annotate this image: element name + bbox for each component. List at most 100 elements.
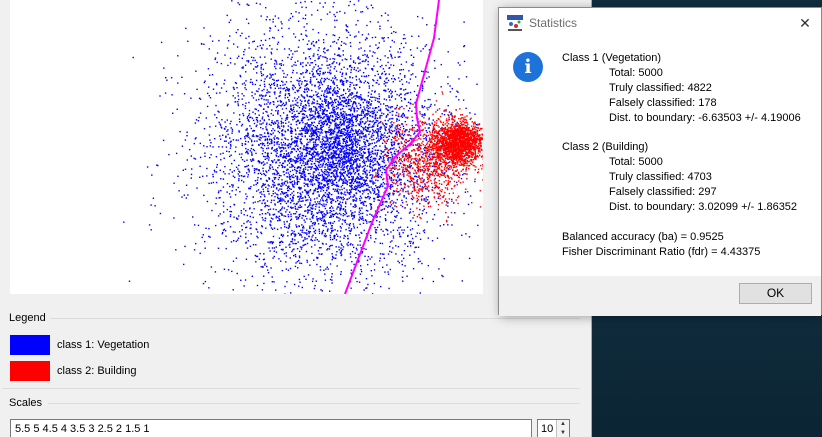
scatter-point <box>184 245 186 248</box>
scatter-point <box>389 148 392 151</box>
scatter-point <box>373 190 376 192</box>
scatter-point <box>209 97 212 99</box>
scatter-point <box>383 165 386 168</box>
scatter-point <box>345 81 348 83</box>
scatter-point <box>317 151 319 153</box>
scatter-point <box>271 140 273 142</box>
scatter-point <box>417 135 420 137</box>
scatter-point <box>244 143 247 145</box>
scatter-point <box>297 20 300 22</box>
scatter-point <box>327 161 329 164</box>
scatter-point <box>342 169 344 171</box>
scatter-point <box>333 82 335 84</box>
scatter-point <box>399 135 401 137</box>
scatter-point <box>386 108 388 111</box>
scatter-point <box>364 152 367 154</box>
scatter-point <box>280 197 282 199</box>
scatter-point <box>261 75 263 77</box>
scatter-point <box>273 63 276 65</box>
scatter-point <box>288 223 291 225</box>
scatter-point <box>359 199 361 202</box>
scatter-point <box>383 113 385 115</box>
scatter-point <box>335 200 337 203</box>
scatter-point <box>392 164 394 166</box>
scatter-point <box>364 181 366 183</box>
scatter-point <box>228 151 230 153</box>
scatter-point <box>311 239 314 242</box>
scatter-point <box>232 231 235 233</box>
scatter-point <box>346 30 348 32</box>
scatter-point <box>299 130 301 132</box>
scatter-point <box>353 162 355 164</box>
scatter-point <box>325 102 327 104</box>
scatter-point <box>447 224 449 226</box>
scatter-point <box>442 172 444 174</box>
scatter-point <box>306 23 308 25</box>
scatter-point <box>275 251 278 253</box>
scatter-point <box>381 174 383 176</box>
scatter-point <box>258 104 261 106</box>
scatter-point <box>342 219 344 221</box>
scatter-point <box>299 133 301 135</box>
scatter-point <box>283 87 286 89</box>
scatter-point <box>294 239 296 241</box>
scatter-point <box>284 93 287 95</box>
scatter-point <box>274 15 276 17</box>
scatter-point <box>222 134 224 136</box>
scatter-point <box>303 91 305 93</box>
scatter-point <box>397 151 399 153</box>
scatter-point <box>302 215 305 217</box>
scatter-point <box>220 189 222 192</box>
scatter-point <box>344 209 347 211</box>
scatter-point <box>390 64 392 66</box>
scatter-point <box>359 104 362 106</box>
scatter-point <box>299 178 301 180</box>
scatter-point <box>279 188 281 190</box>
scatter-point <box>304 162 306 164</box>
scatter-point <box>225 90 228 93</box>
scatter-point <box>358 211 360 213</box>
scatter-point <box>326 152 328 154</box>
scatter-point <box>340 148 342 150</box>
scatter-point <box>372 51 374 53</box>
scatter-point <box>277 194 279 196</box>
scatter-point <box>311 89 313 92</box>
scatter-point <box>278 183 280 185</box>
scatter-point <box>260 177 262 180</box>
scatter-point <box>449 85 451 87</box>
scatter-point <box>272 208 275 210</box>
scatter-point <box>282 193 285 195</box>
scatter-point <box>296 175 299 178</box>
scatter-point <box>199 112 202 114</box>
scatter-point <box>274 149 276 151</box>
scatter-point <box>362 201 364 203</box>
scatter-point <box>326 229 329 231</box>
scatter-point <box>292 173 295 176</box>
scatter-point <box>223 268 226 270</box>
scatter-point <box>269 167 271 170</box>
scatter-plot[interactable] <box>10 0 483 294</box>
scatter-point <box>296 72 298 74</box>
scatter-point <box>349 149 351 152</box>
scatter-point <box>332 160 334 162</box>
scatter-point <box>224 121 226 123</box>
scatter-point <box>343 122 345 124</box>
scatter-point <box>431 240 434 242</box>
scatter-point <box>357 0 360 2</box>
scatter-point <box>343 117 346 120</box>
scatter-point <box>351 165 353 167</box>
scatter-point <box>343 179 345 181</box>
scatter-point <box>295 226 298 228</box>
scatter-point <box>298 84 301 87</box>
scatter-point <box>288 162 291 164</box>
scatter-point <box>291 176 294 178</box>
scatter-point <box>303 149 305 151</box>
scatter-point <box>410 179 413 181</box>
scatter-point <box>448 114 450 117</box>
scatter-point <box>243 82 245 84</box>
scatter-point <box>275 150 277 153</box>
scatter-point <box>246 214 249 217</box>
scatter-point <box>342 163 344 165</box>
scatter-point <box>424 45 426 48</box>
scatter-point <box>280 260 282 262</box>
